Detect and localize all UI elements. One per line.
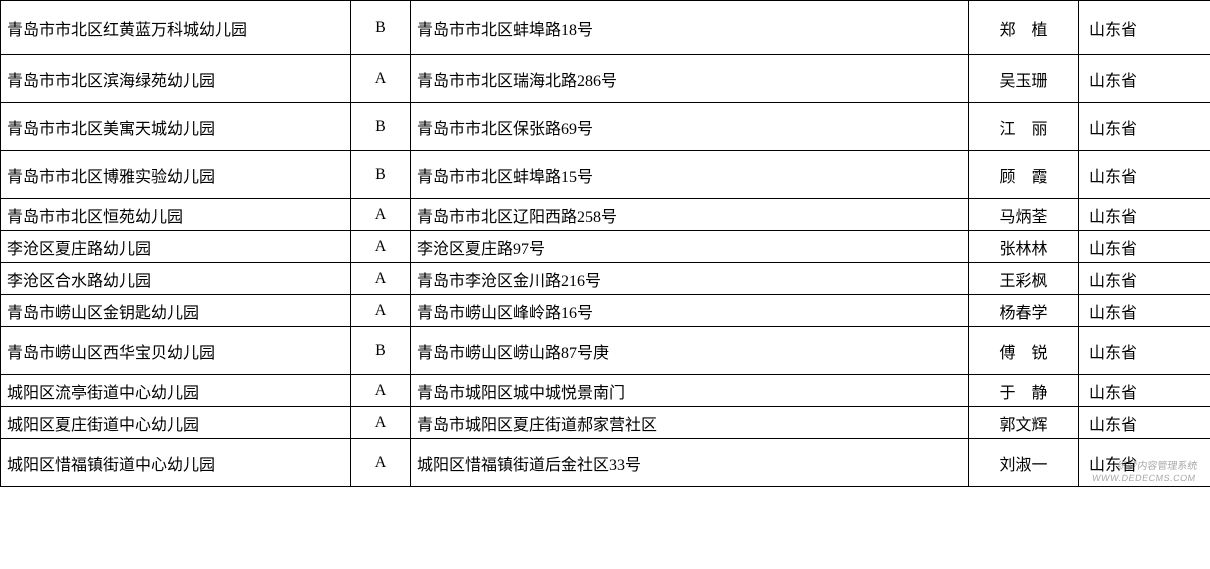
cell-grade: B	[351, 1, 411, 55]
cell-grade: A	[351, 231, 411, 263]
cell-province: 山东省	[1079, 199, 1210, 231]
cell-address: 青岛市城阳区城中城悦景南门	[411, 375, 969, 407]
cell-grade: A	[351, 439, 411, 487]
cell-province: 山东省	[1079, 407, 1210, 439]
cell-name: 青岛市崂山区西华宝贝幼儿园	[1, 327, 351, 375]
cell-grade: A	[351, 375, 411, 407]
table-row: 青岛市市北区红黄蓝万科城幼儿园B青岛市市北区蚌埠路18号郑 植山东省	[1, 1, 1210, 55]
cell-address: 城阳区惜福镇街道后金社区33号	[411, 439, 969, 487]
cell-grade: A	[351, 199, 411, 231]
cell-address: 青岛市崂山区峰岭路16号	[411, 295, 969, 327]
cell-person: 刘淑一	[969, 439, 1079, 487]
table-row: 青岛市市北区博雅实验幼儿园B青岛市市北区蚌埠路15号顾 霞山东省	[1, 151, 1210, 199]
cell-address: 李沧区夏庄路97号	[411, 231, 969, 263]
cell-province: 山东省	[1079, 327, 1210, 375]
cell-person: 王彩枫	[969, 263, 1079, 295]
cell-name: 青岛市崂山区金钥匙幼儿园	[1, 295, 351, 327]
table-row: 城阳区惜福镇街道中心幼儿园A城阳区惜福镇街道后金社区33号刘淑一山东省	[1, 439, 1210, 487]
cell-name: 城阳区惜福镇街道中心幼儿园	[1, 439, 351, 487]
cell-person: 杨春学	[969, 295, 1079, 327]
cell-grade: A	[351, 55, 411, 103]
cell-grade: B	[351, 151, 411, 199]
cell-name: 青岛市市北区博雅实验幼儿园	[1, 151, 351, 199]
cell-address: 青岛市市北区蚌埠路18号	[411, 1, 969, 55]
cell-grade: A	[351, 295, 411, 327]
cell-address: 青岛市崂山区崂山路87号庚	[411, 327, 969, 375]
table-row: 青岛市崂山区西华宝贝幼儿园B青岛市崂山区崂山路87号庚傅 锐山东省	[1, 327, 1210, 375]
cell-address: 青岛市李沧区金川路216号	[411, 263, 969, 295]
table-row: 青岛市市北区滨海绿苑幼儿园A青岛市市北区瑞海北路286号吴玉珊山东省	[1, 55, 1210, 103]
cell-grade: B	[351, 103, 411, 151]
table-row: 城阳区夏庄街道中心幼儿园A青岛市城阳区夏庄街道郝家营社区郭文辉山东省	[1, 407, 1210, 439]
cell-grade: A	[351, 263, 411, 295]
cell-grade: B	[351, 327, 411, 375]
cell-grade: A	[351, 407, 411, 439]
cell-name: 李沧区夏庄路幼儿园	[1, 231, 351, 263]
cell-name: 青岛市市北区美寓天城幼儿园	[1, 103, 351, 151]
cell-person: 郭文辉	[969, 407, 1079, 439]
table-row: 青岛市市北区恒苑幼儿园A青岛市市北区辽阳西路258号马炳荃山东省	[1, 199, 1210, 231]
cell-name: 李沧区合水路幼儿园	[1, 263, 351, 295]
cell-person: 吴玉珊	[969, 55, 1079, 103]
cell-province: 山东省	[1079, 375, 1210, 407]
table-body: 青岛市市北区红黄蓝万科城幼儿园B青岛市市北区蚌埠路18号郑 植山东省青岛市市北区…	[1, 1, 1210, 487]
cell-person: 于 静	[969, 375, 1079, 407]
cell-province: 山东省	[1079, 295, 1210, 327]
cell-address: 青岛市市北区辽阳西路258号	[411, 199, 969, 231]
cell-address: 青岛市城阳区夏庄街道郝家营社区	[411, 407, 969, 439]
cell-name: 城阳区流亭街道中心幼儿园	[1, 375, 351, 407]
kindergarten-table: 青岛市市北区红黄蓝万科城幼儿园B青岛市市北区蚌埠路18号郑 植山东省青岛市市北区…	[0, 0, 1210, 487]
cell-province: 山东省	[1079, 439, 1210, 487]
cell-name: 青岛市市北区红黄蓝万科城幼儿园	[1, 1, 351, 55]
cell-address: 青岛市市北区瑞海北路286号	[411, 55, 969, 103]
cell-person: 傅 锐	[969, 327, 1079, 375]
cell-person: 郑 植	[969, 1, 1079, 55]
cell-name: 城阳区夏庄街道中心幼儿园	[1, 407, 351, 439]
cell-province: 山东省	[1079, 103, 1210, 151]
cell-person: 顾 霞	[969, 151, 1079, 199]
table-row: 青岛市市北区美寓天城幼儿园B青岛市市北区保张路69号江 丽山东省	[1, 103, 1210, 151]
cell-province: 山东省	[1079, 1, 1210, 55]
table-row: 城阳区流亭街道中心幼儿园A青岛市城阳区城中城悦景南门于 静山东省	[1, 375, 1210, 407]
cell-province: 山东省	[1079, 55, 1210, 103]
cell-address: 青岛市市北区保张路69号	[411, 103, 969, 151]
cell-address: 青岛市市北区蚌埠路15号	[411, 151, 969, 199]
table-row: 李沧区夏庄路幼儿园A李沧区夏庄路97号张林林山东省	[1, 231, 1210, 263]
table-row: 李沧区合水路幼儿园A青岛市李沧区金川路216号王彩枫山东省	[1, 263, 1210, 295]
cell-province: 山东省	[1079, 231, 1210, 263]
cell-province: 山东省	[1079, 151, 1210, 199]
cell-name: 青岛市市北区恒苑幼儿园	[1, 199, 351, 231]
cell-province: 山东省	[1079, 263, 1210, 295]
cell-name: 青岛市市北区滨海绿苑幼儿园	[1, 55, 351, 103]
cell-person: 江 丽	[969, 103, 1079, 151]
cell-person: 马炳荃	[969, 199, 1079, 231]
cell-person: 张林林	[969, 231, 1079, 263]
table-row: 青岛市崂山区金钥匙幼儿园A青岛市崂山区峰岭路16号杨春学山东省	[1, 295, 1210, 327]
